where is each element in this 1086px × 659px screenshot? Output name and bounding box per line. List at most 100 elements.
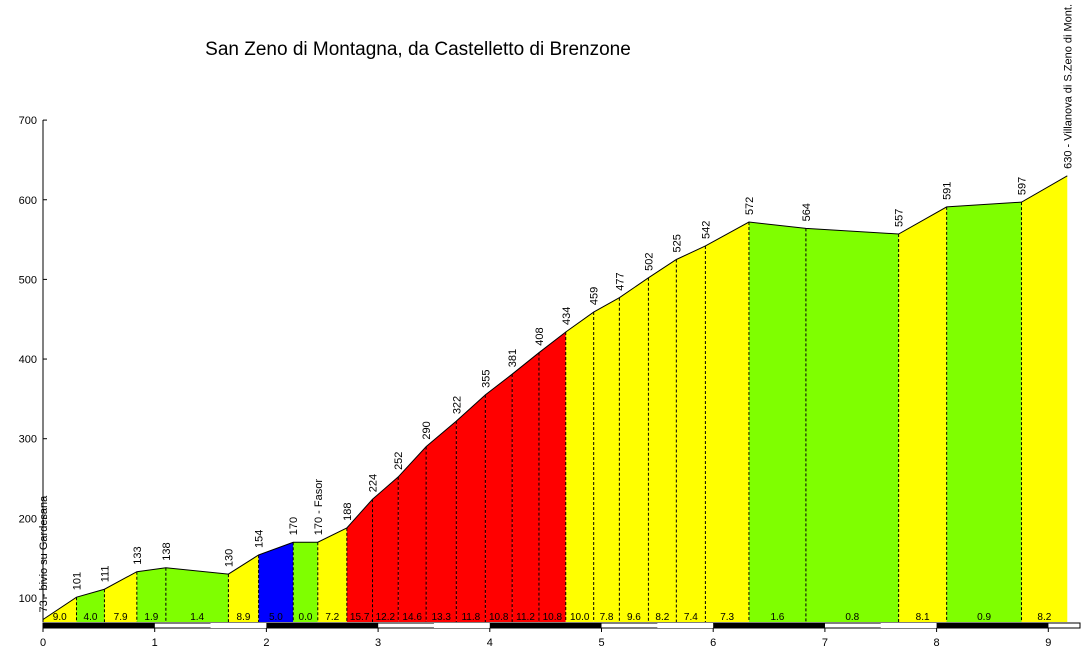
gradient-segment [1021,175,1068,623]
y-tick-label: 100 [19,593,37,605]
gradient-label: 10.0 [570,612,590,623]
x-tick-label: 7 [822,637,828,649]
elevation-label: 73 - bivio su Gardesana [38,495,50,613]
elevation-label: 322 [451,396,463,414]
gradient-segment [748,222,806,622]
gradient-label: 10.8 [543,612,563,623]
y-tick-label: 600 [19,195,37,207]
y-tick-label: 300 [19,434,37,446]
gradient-label: 7.4 [684,612,698,623]
elevation-label: 133 [132,546,144,564]
elevation-label: 170 - Fasor [313,479,325,536]
gradient-label: 8.2 [1037,612,1051,623]
gradient-segment [104,571,137,622]
gradient-label: 1.9 [144,612,158,623]
gradient-label: 0.8 [845,612,859,623]
gradient-label: 7.2 [325,612,339,623]
x-axis-halfkm-band [880,623,937,628]
gradient-label: 5.0 [269,612,283,623]
x-tick-label: 9 [1045,637,1051,649]
gradient-segment [456,394,486,622]
axes: 100 200 300 400 500 600 700 0 1 2 3 4 5 6 7 8 9 [19,115,1081,649]
gradient-label: 0.9 [977,612,991,623]
gradient-label: 4.0 [84,612,98,623]
elevation-label: 572 [744,197,756,215]
elevation-label: 188 [342,503,354,521]
gradient-segment [136,567,166,622]
x-tick-label: 2 [263,637,269,649]
elevation-label: 525 [671,234,683,252]
gradient-segment [898,206,947,622]
gradient-segment [512,352,539,622]
elevation-label: 434 [561,307,573,325]
x-tick-label: 0 [40,637,46,649]
profile-line-layer [42,175,1068,622]
gradient-segment [426,421,457,622]
profile-line [42,175,1068,620]
gradient-segment [593,297,620,622]
elevation-label: 224 [368,474,380,492]
elevation-label: 138 [161,542,173,560]
gradient-segment [676,245,706,622]
gradient-label: 11.2 [516,612,535,623]
y-tick-label: 200 [19,513,37,525]
gradient-segment [43,597,77,622]
elevation-labels: 73 - bivio su Gardesana 101 111 133 138 130 15… [38,4,1074,613]
gradient-label: 9.6 [627,612,641,623]
x-tick-label: 1 [152,637,158,649]
gradient-segment [228,554,259,622]
elevation-label: 154 [254,530,266,548]
gradient-label: 13.3 [431,612,451,623]
gradient-label: 11.8 [461,612,480,623]
gradient-label: 8.9 [237,612,251,623]
gradient-label: 7.8 [600,612,614,623]
elevation-label: 591 [942,182,954,200]
gradient-segment [372,476,399,622]
x-axis-halfkm-band [210,623,267,628]
gradient-segment [317,527,347,622]
x-axis-halfkm-band [98,623,155,628]
gradient-segment [805,228,899,622]
elevation-label: 477 [614,272,626,290]
elevation-label: 459 [589,287,601,305]
elevation-label: 111 [99,566,111,583]
gradient-segment [538,331,566,622]
gradient-label: 8.1 [916,612,930,623]
x-axis-halfkm-band [657,623,714,628]
x-tick-label: 4 [487,637,493,649]
gradient-label: 7.9 [114,612,128,623]
gradient-segment [946,202,1022,622]
elevation-label: 502 [643,252,655,270]
gradient-label: 14.6 [402,612,422,623]
x-axis-halfkm-band [769,623,825,628]
x-tick-label: 6 [710,637,716,649]
gradient-segment [619,277,649,622]
gradient-labels: 9.0 4.0 7.9 1.9 1.4 8.9 5.0 0.0 7.2 15.7 12.2 14.6 1… [53,612,1052,623]
gradient-label: 15.7 [350,612,370,623]
x-tick-label: 3 [375,637,381,649]
gradient-segment [165,567,229,622]
gradient-label: 0.0 [299,612,313,623]
x-tick-label: 8 [934,637,940,649]
y-tick-label: 700 [19,115,37,127]
elevation-label: 355 [480,370,492,388]
gradient-segment [648,259,677,622]
gradient-segment [485,374,513,622]
gradient-segment [76,589,105,622]
gradient-segment [398,446,427,622]
chart-title: San Zeno di Montagna, da Castelletto di … [205,39,631,60]
gradient-segment [346,499,373,622]
elevation-label: 130 [223,549,235,567]
x-axis-halfkm-band [322,623,379,628]
gradient-label: 12.2 [376,612,396,623]
elevation-label: 542 [700,221,712,239]
elevation-label: 630 - Villanova di S.Zeno di Mont. [1062,4,1074,169]
x-tick-label: 5 [598,637,604,649]
x-axis-halfkm-band [545,623,602,628]
elevation-label: 252 [393,452,405,470]
x-axis-halfkm-band [992,623,1049,628]
gradient-label: 7.3 [720,612,734,623]
gradient-label: 1.6 [770,612,784,623]
gradient-label: 8.2 [655,612,669,623]
elevation-label: 170 [288,517,300,535]
